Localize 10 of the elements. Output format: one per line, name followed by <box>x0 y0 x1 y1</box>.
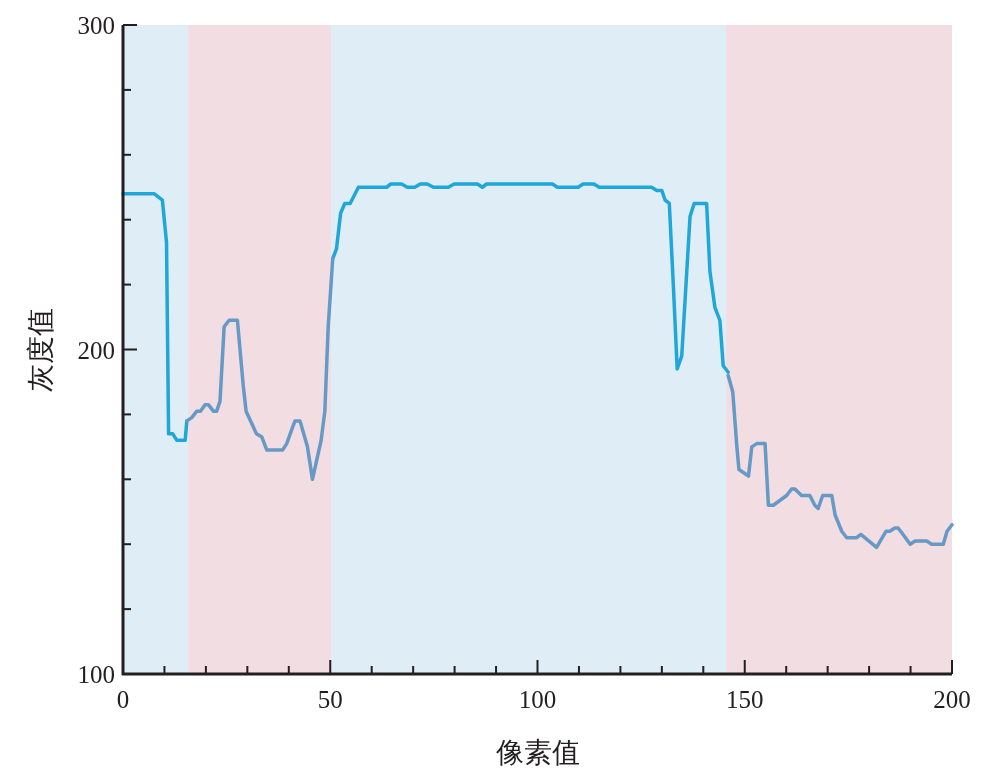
y-tick-label: 100 <box>77 661 115 688</box>
x-tick-label: 0 <box>116 686 130 713</box>
x-axis-title: 像素值 <box>495 737 580 768</box>
x-tick-label: 100 <box>518 686 557 713</box>
y-tick-label: 300 <box>77 12 115 39</box>
y-tick-label: 200 <box>77 336 115 364</box>
y-axis-title: 灰度值 <box>25 307 56 392</box>
x-tick-label: 50 <box>317 686 343 713</box>
x-tick-label: 150 <box>726 686 764 713</box>
x-tick-label: 200 <box>933 686 971 713</box>
